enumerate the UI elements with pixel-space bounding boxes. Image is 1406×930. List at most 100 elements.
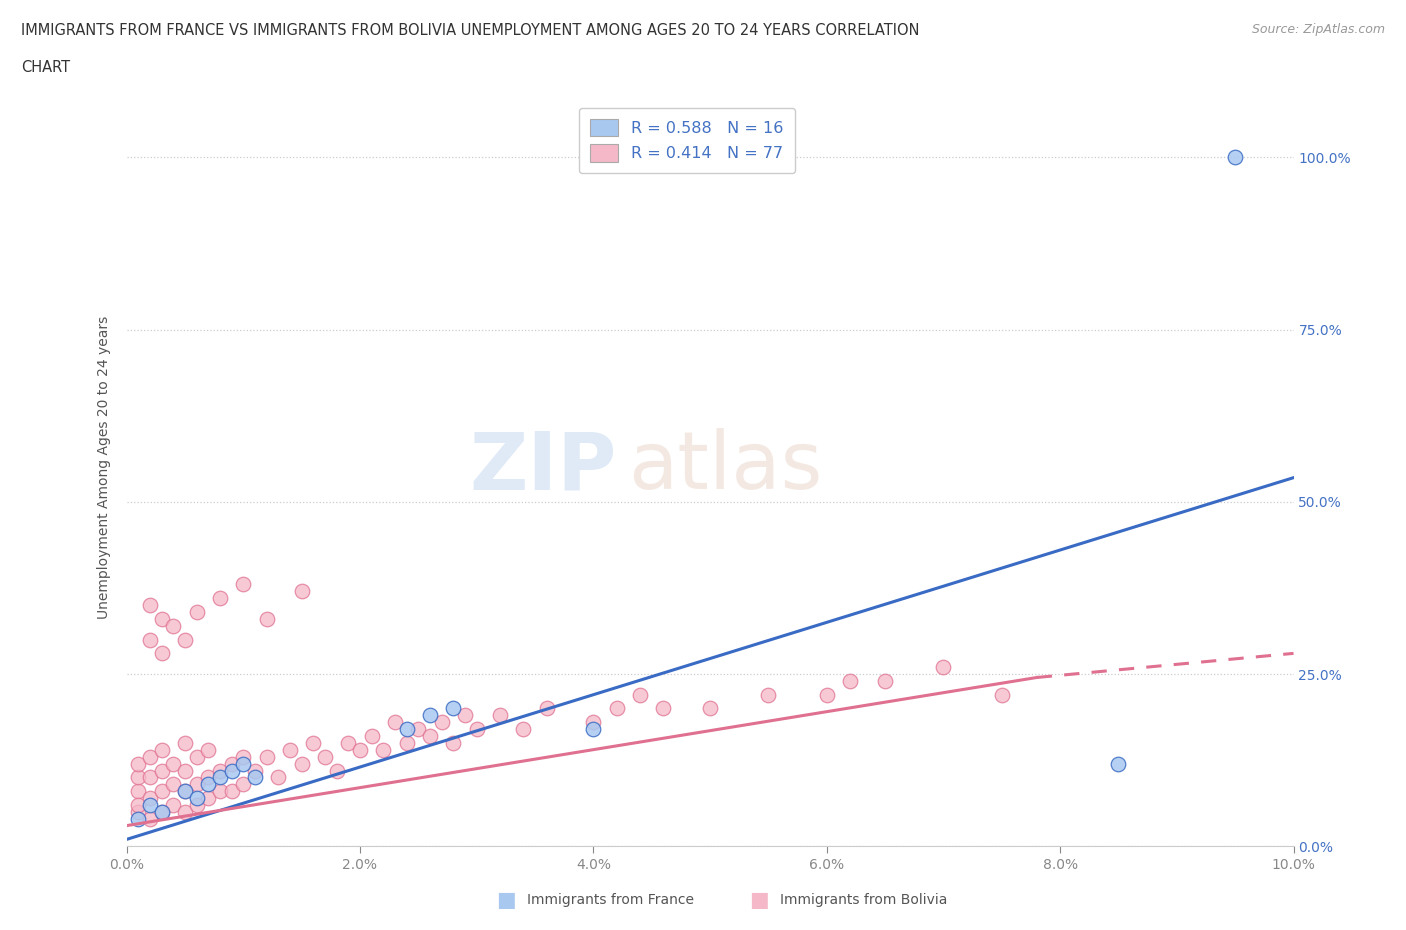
- Point: [208, 763, 231, 777]
- Point: [536, 701, 558, 716]
- Point: [337, 736, 360, 751]
- Point: [150, 804, 173, 819]
- Point: [150, 804, 173, 819]
- Point: [408, 722, 430, 737]
- Point: [582, 722, 605, 737]
- Point: [162, 798, 184, 813]
- Point: [127, 756, 149, 771]
- Point: [441, 701, 464, 716]
- Point: [186, 798, 208, 813]
- Point: [208, 770, 231, 785]
- Point: [419, 708, 441, 723]
- Point: [1223, 150, 1246, 165]
- Point: [465, 722, 488, 737]
- Point: [395, 722, 418, 737]
- Point: [232, 577, 254, 591]
- Point: [186, 777, 208, 791]
- Point: [139, 750, 162, 764]
- Point: [127, 811, 149, 826]
- Point: [932, 659, 955, 674]
- Point: [232, 756, 254, 771]
- Point: [875, 673, 897, 688]
- Point: [174, 632, 197, 647]
- Point: [139, 790, 162, 805]
- Text: Immigrants from France: Immigrants from France: [527, 893, 695, 908]
- Point: [186, 750, 208, 764]
- Text: Source: ZipAtlas.com: Source: ZipAtlas.com: [1251, 23, 1385, 36]
- Point: [1108, 756, 1130, 771]
- Point: [243, 770, 266, 785]
- Point: [349, 742, 371, 757]
- Point: [162, 618, 184, 633]
- Point: [139, 632, 162, 647]
- Text: IMMIGRANTS FROM FRANCE VS IMMIGRANTS FROM BOLIVIA UNEMPLOYMENT AMONG AGES 20 TO : IMMIGRANTS FROM FRANCE VS IMMIGRANTS FRO…: [21, 23, 920, 38]
- Text: CHART: CHART: [21, 60, 70, 75]
- Point: [267, 770, 290, 785]
- Point: [990, 687, 1012, 702]
- Legend: R = 0.588   N = 16, R = 0.414   N = 77: R = 0.588 N = 16, R = 0.414 N = 77: [578, 108, 794, 173]
- Point: [174, 784, 197, 799]
- Point: [197, 742, 219, 757]
- Point: [756, 687, 779, 702]
- Text: ■: ■: [496, 890, 516, 910]
- Point: [162, 756, 184, 771]
- Point: [278, 742, 301, 757]
- Point: [221, 756, 243, 771]
- Point: [150, 646, 173, 661]
- Point: [150, 784, 173, 799]
- Point: [256, 750, 278, 764]
- Point: [139, 770, 162, 785]
- Point: [127, 770, 149, 785]
- Point: [221, 763, 243, 777]
- Point: [232, 777, 254, 791]
- Point: [606, 701, 628, 716]
- Point: [256, 612, 278, 627]
- Point: [395, 736, 418, 751]
- Point: [290, 584, 312, 599]
- Point: [186, 790, 208, 805]
- Point: [139, 811, 162, 826]
- Point: [208, 591, 231, 605]
- Point: [197, 790, 219, 805]
- Point: [139, 598, 162, 613]
- Point: [652, 701, 675, 716]
- Point: [174, 804, 197, 819]
- Point: [314, 750, 336, 764]
- Text: atlas: atlas: [628, 429, 823, 506]
- Point: [290, 756, 312, 771]
- Point: [127, 798, 149, 813]
- Y-axis label: Unemployment Among Ages 20 to 24 years: Unemployment Among Ages 20 to 24 years: [97, 315, 111, 619]
- Point: [174, 736, 197, 751]
- Point: [360, 728, 382, 743]
- Point: [186, 604, 208, 619]
- Point: [197, 777, 219, 791]
- Point: [127, 804, 149, 819]
- Point: [302, 736, 325, 751]
- Point: [197, 770, 219, 785]
- Point: [815, 687, 838, 702]
- Point: [139, 798, 162, 813]
- Point: [221, 784, 243, 799]
- Point: [699, 701, 721, 716]
- Point: [512, 722, 534, 737]
- Point: [839, 673, 862, 688]
- Text: ■: ■: [749, 890, 769, 910]
- Point: [150, 612, 173, 627]
- Point: [150, 742, 173, 757]
- Point: [441, 736, 464, 751]
- Point: [243, 763, 266, 777]
- Point: [325, 763, 347, 777]
- Point: [127, 784, 149, 799]
- Point: [489, 708, 512, 723]
- Point: [174, 784, 197, 799]
- Point: [430, 715, 453, 730]
- Point: [232, 750, 254, 764]
- Point: [373, 742, 395, 757]
- Point: [582, 715, 605, 730]
- Point: [174, 763, 197, 777]
- Point: [150, 763, 173, 777]
- Text: Immigrants from Bolivia: Immigrants from Bolivia: [780, 893, 948, 908]
- Point: [208, 784, 231, 799]
- Point: [384, 715, 406, 730]
- Point: [419, 728, 441, 743]
